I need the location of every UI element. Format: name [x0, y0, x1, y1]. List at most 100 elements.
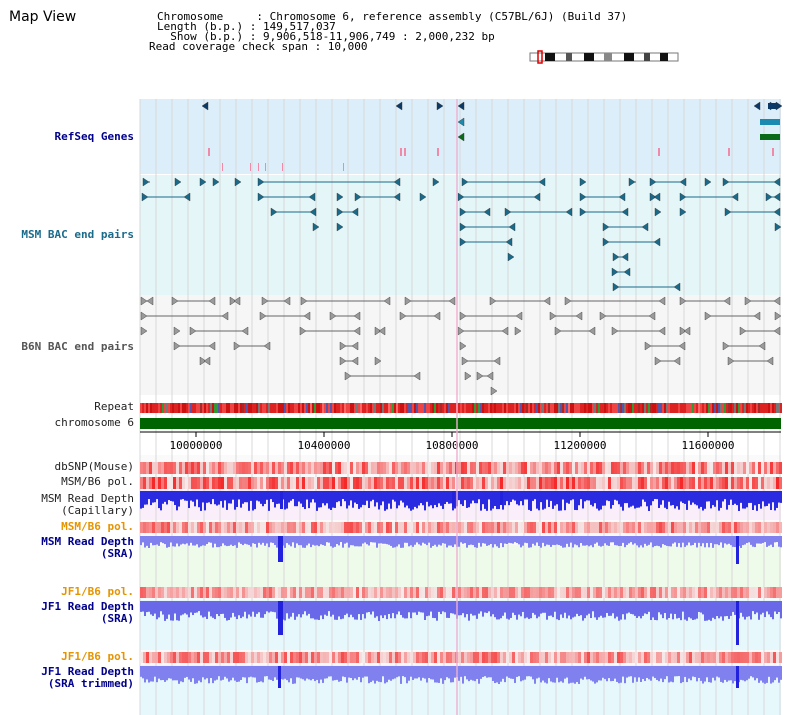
heatmap-cell [770, 477, 773, 489]
depth-bar [768, 491, 770, 504]
depth-bar [614, 601, 616, 619]
heatmap-cell [509, 477, 512, 489]
depth-bar [698, 666, 700, 678]
depth-bar [540, 536, 542, 548]
heatmap-cell [269, 587, 272, 598]
heatmap-cell [548, 522, 551, 533]
depth-bar [394, 666, 396, 679]
repeat-segment [718, 403, 720, 413]
repeat-segment [292, 403, 294, 413]
b6n-bac-end [404, 296, 412, 306]
depth-bar [396, 536, 398, 547]
heatmap-cell [203, 462, 206, 474]
depth-bar [740, 491, 742, 503]
refseq-features[interactable] [201, 101, 783, 171]
depth-bar [266, 536, 268, 544]
depth-bar [366, 666, 368, 677]
repeat-segment [390, 403, 392, 413]
heatmap-cell [662, 587, 665, 598]
depth-bar [520, 491, 522, 502]
heatmap-cell [602, 652, 605, 663]
depth-bar [552, 601, 554, 618]
heatmap-cell [497, 477, 500, 489]
axis-tick-label: 11200000 [554, 439, 607, 452]
depth-bar [722, 491, 724, 502]
depth-bar [430, 601, 432, 612]
depth-bar [356, 536, 358, 547]
heatmap-cell [425, 462, 428, 474]
depth-bar [512, 491, 514, 500]
msm-bac-end [774, 222, 782, 232]
depth-bar [462, 666, 464, 684]
depth-bar [142, 536, 144, 543]
heatmap-cell [779, 477, 782, 489]
depth-bar [718, 601, 720, 619]
depth-bar [344, 536, 346, 544]
depth-bar [564, 601, 566, 613]
depth-bar [502, 666, 504, 679]
heatmap-cell [146, 587, 149, 598]
heatmap-cell [737, 477, 740, 489]
depth-bar [718, 491, 720, 511]
heatmap-cell [749, 477, 752, 489]
repeat-segment [548, 403, 550, 413]
repeat-segment [154, 403, 156, 413]
b6n-bac-features[interactable] [140, 296, 782, 396]
depth-bar [618, 666, 620, 684]
depth-bar [224, 601, 226, 618]
depth-bar [768, 536, 770, 546]
heatmap-cell [311, 652, 314, 663]
depth-bar [732, 666, 734, 684]
heatmap-cell [224, 652, 227, 663]
repeat-segment [524, 403, 526, 413]
depth-bar [772, 666, 774, 683]
msm-bac-features[interactable] [141, 177, 782, 292]
depth-bar [218, 666, 220, 677]
depth-bar [662, 601, 664, 619]
depth-bar [594, 601, 596, 618]
depth-bar [744, 666, 746, 682]
depth-bar [550, 666, 552, 682]
depth-bar [480, 536, 482, 547]
depth-bar [438, 601, 440, 612]
depth-bar [528, 491, 530, 510]
depth-bar [198, 666, 200, 681]
heatmap-cell [635, 477, 638, 489]
heatmap-cell [560, 587, 563, 598]
depth-bar [406, 601, 408, 619]
depth-bar [162, 491, 164, 504]
depth-bar [502, 536, 504, 548]
depth-bar [374, 601, 376, 618]
depth-bar [294, 601, 296, 620]
repeat-segment [168, 403, 170, 413]
depth-bar [546, 491, 548, 500]
heatmap-cell [719, 522, 722, 533]
depth-bar [656, 536, 658, 546]
heatmap-cell [218, 522, 221, 533]
msm-bac-end [649, 177, 657, 187]
heatmap-cell [701, 477, 704, 489]
heatmap-cell [581, 587, 584, 598]
depth-bar [504, 666, 506, 683]
heatmap-cell [263, 462, 266, 474]
heatmap-cell [449, 587, 452, 598]
heatmap-cell [488, 477, 491, 489]
heatmap-cell [668, 462, 671, 474]
heatmap-cell [611, 522, 614, 533]
repeat-segment [196, 403, 198, 413]
depth-bar [682, 601, 684, 612]
heatmap-cell [290, 477, 293, 489]
chromosome-ideogram[interactable] [529, 50, 679, 64]
heatmap-cell [503, 587, 506, 598]
b6n-bac-end [704, 311, 712, 321]
heatmap-cell [422, 477, 425, 489]
depth-bar [188, 536, 190, 546]
info-length: Length (b.p.) : 149,517,037 [157, 20, 336, 33]
heatmap-cell [683, 587, 686, 598]
depth-bar [622, 601, 624, 615]
depth-bar [548, 536, 550, 545]
repeat-segment [576, 403, 578, 413]
depth-bar [380, 601, 382, 616]
depth-bar [208, 536, 210, 543]
